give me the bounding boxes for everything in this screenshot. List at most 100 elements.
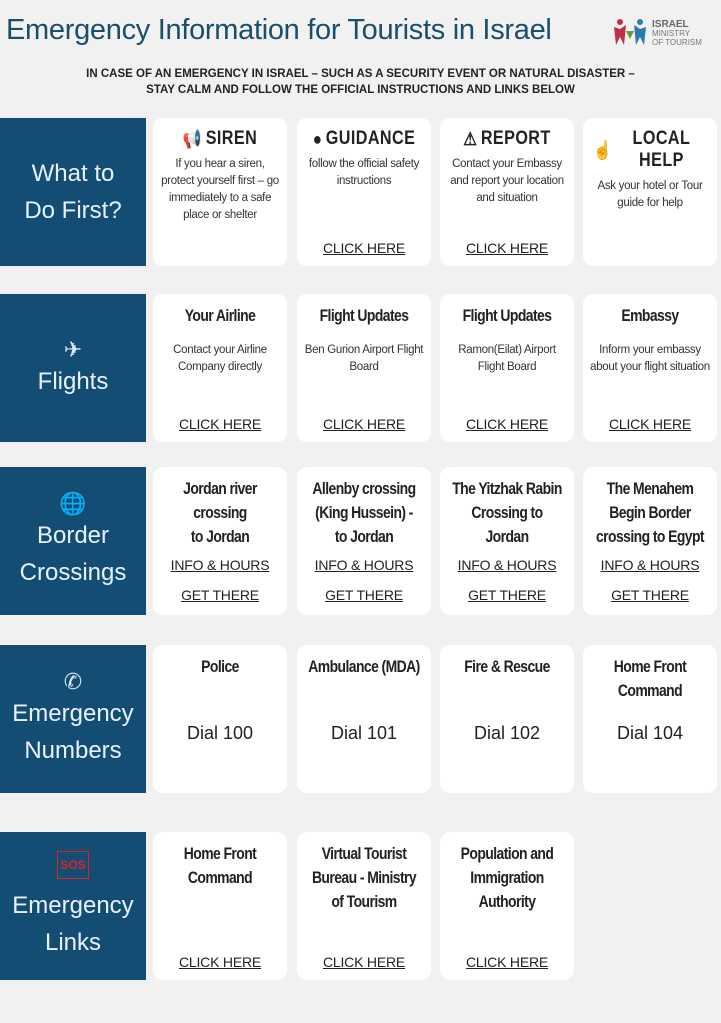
- sos-icon: SOS: [57, 851, 89, 879]
- click-herelink[interactable]: CLICK HERE: [322, 954, 406, 970]
- click-herelink[interactable]: CLICK HERE: [178, 416, 262, 432]
- section-emergency-links: SOS Emergency Links Home Front Command CLICK…: [0, 832, 721, 980]
- card-links: INFO & HOURS GET THERE: [583, 557, 717, 603]
- section-label-line: What to: [31, 160, 115, 187]
- card-description: Ask your hotel or Tour guide for help: [597, 180, 703, 209]
- logo-line: ISRAEL: [652, 18, 689, 30]
- card-title: The Yitzhak Rabin Crossing to Jordan: [452, 479, 562, 546]
- get-therelink[interactable]: GET THERE: [325, 587, 403, 603]
- card-description: Contact your Airline Company directly: [173, 344, 267, 373]
- card-header: ☝ LOCAL HELP: [593, 128, 707, 172]
- card-description: Ramon(Eilat) Airport Flight Board: [458, 344, 556, 373]
- card-title: Jordan river crossing to Jordan: [183, 479, 257, 546]
- section-label-line: Numbers: [24, 737, 122, 764]
- card-title: GUIDANCE: [325, 128, 416, 149]
- card-links: CLICK HERE: [153, 954, 287, 970]
- section-label-line: Do First?: [24, 197, 122, 224]
- info-card: Home Front Command Dial 104: [583, 645, 717, 793]
- page-title: Emergency Information for Tourists in Is…: [6, 14, 552, 46]
- ministry-of-tourism-logo-icon: [614, 19, 646, 45]
- section-label: What to Do First?: [0, 118, 146, 266]
- info-card: Flight Updates Ramon(Eilat) Airport Fligh…: [440, 294, 574, 442]
- guidance-icon: ●: [312, 128, 323, 149]
- info-hourslink[interactable]: INFO & HOURS: [457, 557, 557, 573]
- section-label: ✆ Emergency Numbers: [0, 645, 146, 793]
- card-title: Your Airline: [184, 306, 256, 325]
- section-label: 🌐 Border Crossings: [0, 467, 146, 615]
- info-card: Allenby crossing (King Hussein) - to Jor…: [297, 467, 431, 615]
- card-title: Flight Updates: [319, 306, 409, 325]
- card-header: ⚠ REPORT: [450, 128, 564, 150]
- info-card: ☝ LOCAL HELP Ask your hotel or Tour guide …: [583, 118, 717, 266]
- ministry-logo: ISRAEL MINISTRY OF TOURISM: [610, 14, 718, 52]
- card-links: CLICK HERE: [297, 954, 431, 970]
- help-sign-icon: ☝: [593, 139, 613, 160]
- airplane-icon: ✈: [63, 336, 83, 362]
- card-header: ● GUIDANCE: [307, 128, 421, 150]
- get-therelink[interactable]: GET THERE: [611, 587, 689, 603]
- siren-icon: 📢: [182, 128, 203, 149]
- section-flights: ✈ Flights Your Airline Contact your Airline…: [0, 294, 721, 442]
- info-card: 📢 SIREN If you hear a siren, protect yours…: [153, 118, 287, 266]
- card-title: The Menahem Begin Border crossing to Egy…: [596, 479, 705, 546]
- click-herelink[interactable]: CLICK HERE: [322, 416, 406, 432]
- warning-icon: ⚠: [463, 128, 478, 149]
- card-links: INFO & HOURS GET THERE: [297, 557, 431, 603]
- card-title: LOCAL HELP: [632, 128, 691, 171]
- info-card: ● GUIDANCE follow the official safety inst…: [297, 118, 431, 266]
- card-title: Allenby crossing (King Hussein) - to Jor…: [312, 479, 416, 546]
- card-description: Inform your embassy about your flight si…: [590, 344, 710, 373]
- get-therelink[interactable]: GET THERE: [468, 587, 546, 603]
- info-hourslink[interactable]: INFO & HOURS: [600, 557, 700, 573]
- card-title: Police: [201, 657, 239, 676]
- card-title: Home Front Command: [183, 844, 257, 887]
- card-links: CLICK HERE: [440, 240, 574, 256]
- dial-number: Dial 101: [330, 723, 398, 743]
- card-title: REPORT: [480, 128, 551, 149]
- info-card: Your Airline Contact your Airline Company…: [153, 294, 287, 442]
- click-herelink[interactable]: CLICK HERE: [608, 416, 692, 432]
- info-hourslink[interactable]: INFO & HOURS: [170, 557, 270, 573]
- info-card: Flight Updates Ben Gurion Airport Flight …: [297, 294, 431, 442]
- info-card: Home Front Command CLICK HERE: [153, 832, 287, 980]
- card-title: Embassy: [621, 306, 679, 325]
- logo-line: OF TOURISM: [652, 37, 702, 47]
- info-hourslink[interactable]: INFO & HOURS: [314, 557, 414, 573]
- info-card: ⚠ REPORT Contact your Embassy and report y…: [440, 118, 574, 266]
- info-card: Jordan river crossing to Jordan INFO & HO…: [153, 467, 287, 615]
- card-links: CLICK HERE: [440, 954, 574, 970]
- click-herelink[interactable]: CLICK HERE: [465, 240, 549, 256]
- section-label-line: Border: [36, 522, 110, 549]
- card-links: CLICK HERE: [297, 240, 431, 256]
- card-description: Contact your Embassy and report your loc…: [450, 158, 564, 204]
- dial-number: Dial 100: [186, 723, 254, 743]
- card-description: follow the official safety instructions: [308, 158, 420, 187]
- card-links: CLICK HERE: [440, 416, 574, 432]
- click-herelink[interactable]: CLICK HERE: [322, 240, 406, 256]
- section-what-to-do-first: What to Do First? 📢 SIREN If you hear a sire…: [0, 118, 721, 266]
- click-herelink[interactable]: CLICK HERE: [465, 416, 549, 432]
- info-card: Fire & Rescue Dial 102: [440, 645, 574, 793]
- card-description: If you hear a siren, protect yourself fi…: [161, 158, 279, 221]
- click-herelink[interactable]: CLICK HERE: [178, 954, 262, 970]
- card-title: Home Front Command: [613, 657, 687, 700]
- get-therelink[interactable]: GET THERE: [181, 587, 259, 603]
- card-title: Fire & Rescue: [464, 657, 550, 676]
- logo-line: MINISTRY: [652, 28, 691, 38]
- section-label-line: Emergency: [12, 700, 134, 727]
- info-card: The Menahem Begin Border crossing to Egy…: [583, 467, 717, 615]
- card-title: Ambulance (MDA): [308, 657, 420, 676]
- section-emergency-numbers: ✆ Emergency Numbers Police Dial 100 Ambulance…: [0, 645, 721, 793]
- section-label-line: Crossings: [19, 559, 127, 586]
- section-border-crossings: 🌐 Border Crossings Jordan river crossing to…: [0, 467, 721, 615]
- info-card: Virtual Tourist Bureau - Ministry of Tou…: [297, 832, 431, 980]
- intro-line: STAY CALM AND FOLLOW THE OFFICIAL INSTRU…: [146, 84, 575, 96]
- card-links: CLICK HERE: [153, 416, 287, 432]
- info-card: Police Dial 100: [153, 645, 287, 793]
- intro-text: IN CASE OF AN EMERGENCY IN ISRAEL – SUCH…: [0, 66, 721, 98]
- card-title: Virtual Tourist Bureau - Ministry of Tou…: [311, 844, 417, 911]
- click-herelink[interactable]: CLICK HERE: [465, 954, 549, 970]
- info-card: Embassy Inform your embassy about your fl…: [583, 294, 717, 442]
- section-label-line: Flights: [37, 367, 109, 395]
- card-links: CLICK HERE: [297, 416, 431, 432]
